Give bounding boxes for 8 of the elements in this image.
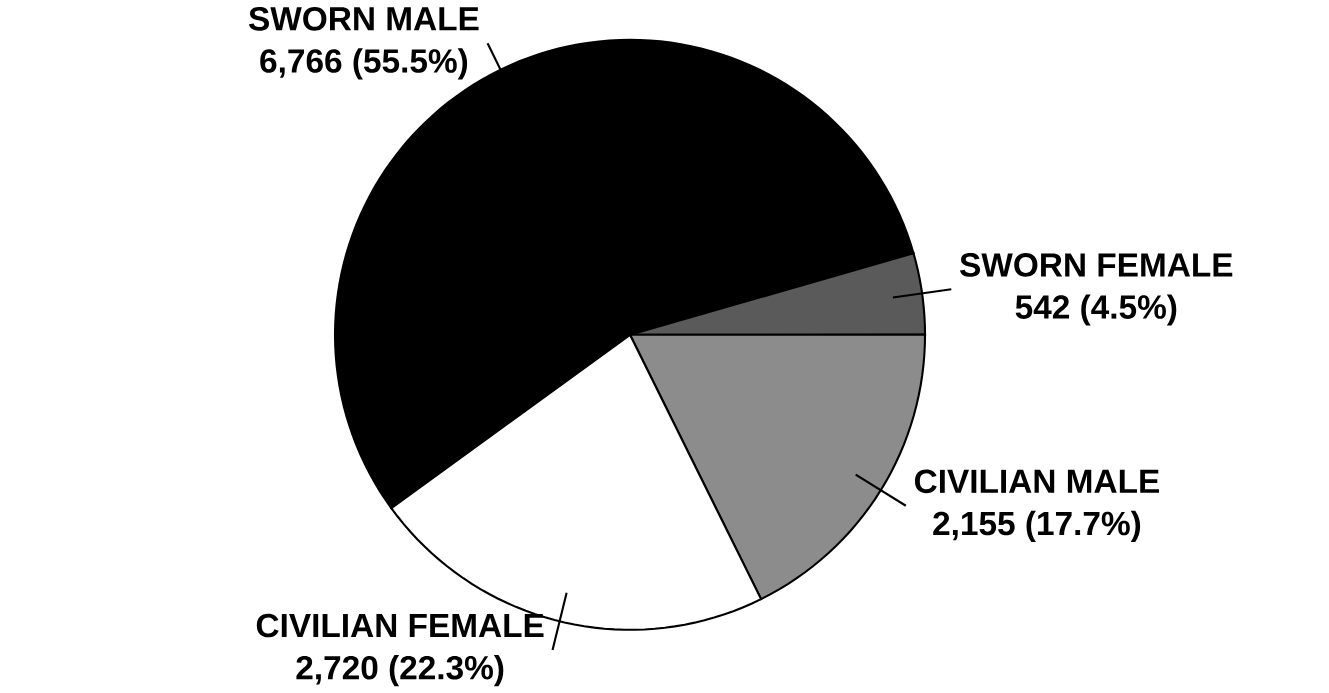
data-label: 542 (4.5%)	[1015, 294, 1177, 326]
slice-label: CIVILIAN MALE	[914, 469, 1159, 494]
slice-label: SWORN FEMALE	[959, 253, 1233, 277]
slice-label: CIVILIAN FEMALE	[256, 613, 544, 638]
data-label: 6,766 (55.5%)	[260, 48, 468, 80]
slice-label: SWORN MALE	[248, 6, 479, 31]
data-label: 2,720 (22.3%)	[296, 654, 504, 687]
data-label: 2,155 (17.7%)	[933, 510, 1141, 542]
